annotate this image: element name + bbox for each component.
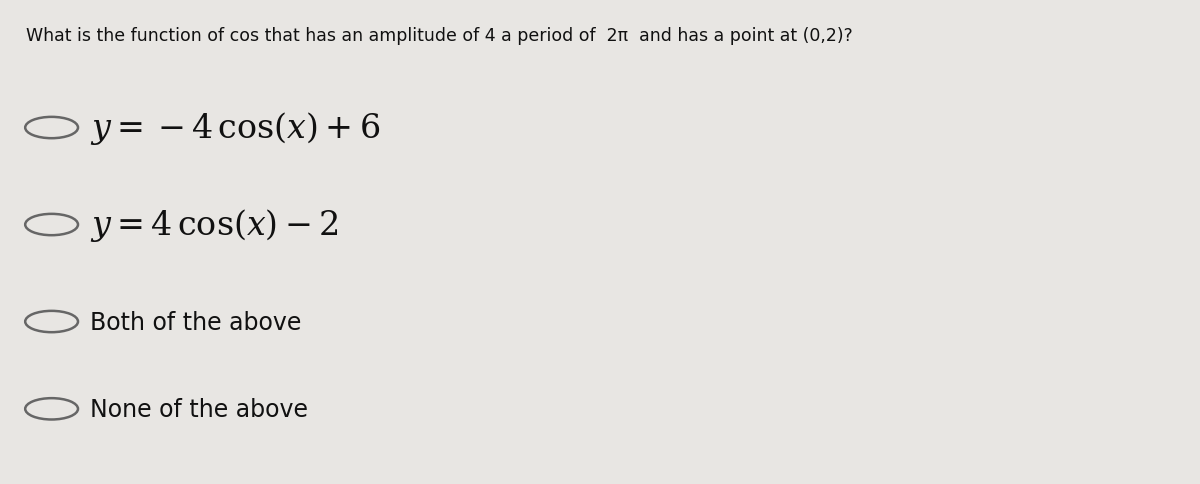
Text: Both of the above: Both of the above bbox=[90, 310, 301, 334]
Text: What is the function of cos that has an amplitude of 4 a period of  2π  and has : What is the function of cos that has an … bbox=[26, 27, 853, 45]
Text: $y = -4\,\mathrm{cos}(x) + 6$: $y = -4\,\mathrm{cos}(x) + 6$ bbox=[90, 110, 380, 147]
Text: $y = 4\,\mathrm{cos}(x) - 2$: $y = 4\,\mathrm{cos}(x) - 2$ bbox=[90, 207, 338, 243]
Text: None of the above: None of the above bbox=[90, 397, 308, 421]
